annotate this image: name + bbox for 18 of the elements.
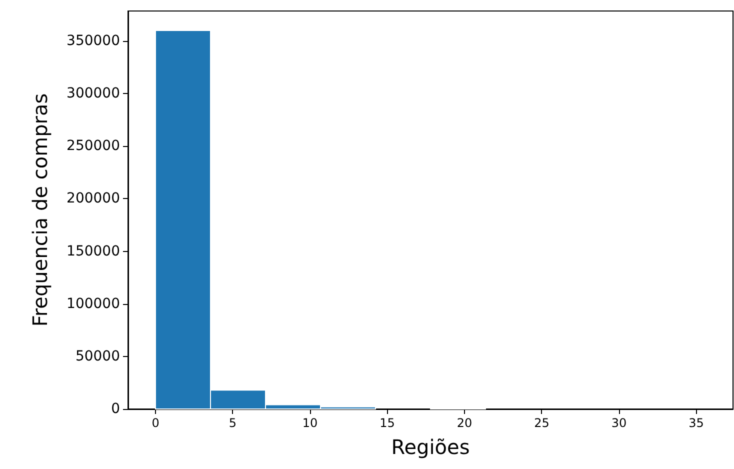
- x-tick-label: 25: [534, 416, 550, 430]
- y-tick-label: 0: [111, 401, 120, 417]
- y-axis-title: Frequencia de compras: [28, 93, 52, 327]
- y-tick-label: 50000: [75, 348, 120, 364]
- x-axis-title: Regiões: [391, 435, 470, 459]
- y-tick-label: 300000: [66, 86, 120, 102]
- y-tick-label: 350000: [66, 32, 120, 49]
- x-tick-label: 10: [302, 416, 318, 430]
- y-tick-label: 100000: [66, 296, 120, 312]
- y-tick-label: 150000: [66, 243, 120, 260]
- x-tick-label: 20: [456, 416, 472, 430]
- x-tick-label: 35: [688, 416, 704, 430]
- x-tick-label: 0: [152, 416, 160, 430]
- x-tick-label: 30: [611, 416, 627, 430]
- x-tick-label: 5: [228, 416, 237, 430]
- y-tick-label: 200000: [66, 190, 120, 207]
- x-tick-label: 15: [380, 416, 395, 430]
- y-tick-label: 250000: [66, 138, 120, 154]
